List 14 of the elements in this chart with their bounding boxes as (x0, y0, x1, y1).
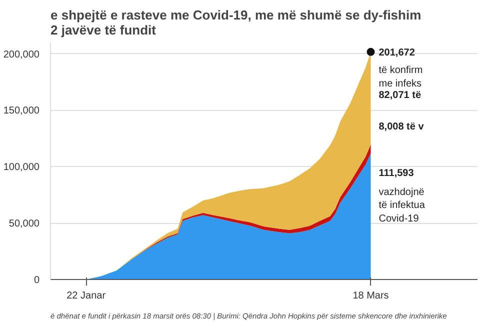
y-tick-label: 50,000 (8, 218, 40, 230)
annotation: vazhdojnë të infektua Covid-19 (378, 186, 426, 224)
annotation: të konfirm me infeks (378, 65, 423, 90)
x-tick-label: 22 Janar (66, 290, 106, 302)
annotation: 82,071 të (378, 90, 422, 102)
annotation: 111,593 (378, 168, 414, 179)
y-tick-label: 0 (34, 275, 40, 286)
y-tick-label: 150,000 (3, 106, 40, 117)
annotation: 201,672 (378, 47, 416, 58)
annotation: 8,008 të v (378, 122, 424, 133)
x-tick-label: 18 Mars (352, 290, 389, 302)
chart-title: e shpejtë e rasteve me Covid-19, me më shumë se dy-fishim 2 javëve të fundit (50, 8, 422, 38)
y-tick-label: 100,000 (3, 162, 40, 174)
y-tick-label: 200,000 (3, 49, 40, 60)
